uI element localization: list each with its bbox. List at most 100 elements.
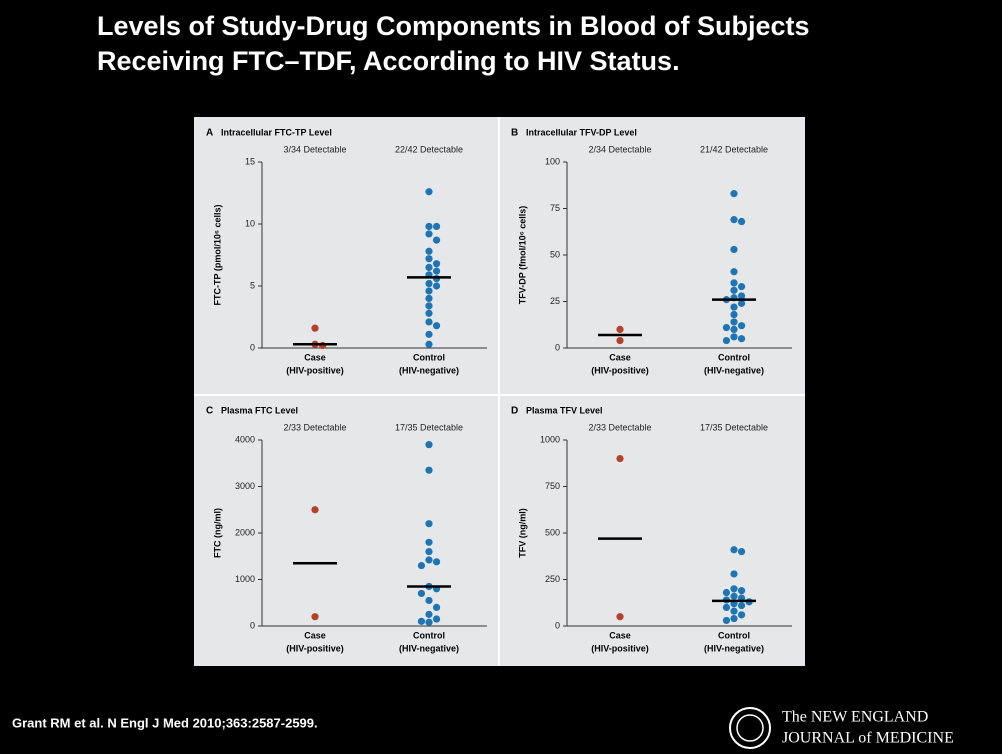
data-point <box>737 299 746 307</box>
x-tick-label: Control <box>718 630 750 640</box>
data-point <box>425 287 433 295</box>
logo-seal <box>736 714 764 742</box>
data-point <box>730 245 738 254</box>
x-tick-sublabel: (HIV-negative) <box>704 365 764 375</box>
data-point <box>737 601 746 610</box>
data-point <box>432 236 441 244</box>
data-point <box>425 222 433 231</box>
y-tick-label: 0 <box>555 620 560 630</box>
data-point <box>417 617 426 625</box>
data-point <box>616 455 624 463</box>
panel-letter: D <box>511 406 518 417</box>
panel-title: Plasma TFV Level <box>526 405 603 415</box>
logo: The NEW ENGLAND JOURNAL of MEDICINE <box>729 707 954 749</box>
x-tick-label: Control <box>413 630 445 640</box>
data-point <box>311 613 319 621</box>
y-tick-label: 25 <box>550 296 560 306</box>
x-tick-label: Control <box>413 352 445 362</box>
data-point <box>425 255 433 263</box>
data-point <box>730 190 738 198</box>
detectable-label: 2/33 Detectable <box>588 422 651 432</box>
x-tick-sublabel: (HIV-positive) <box>591 643 649 653</box>
y-tick-label: 5 <box>250 280 255 290</box>
data-point <box>730 592 738 600</box>
data-point <box>425 441 433 449</box>
data-point <box>737 611 746 619</box>
data-point <box>737 322 746 330</box>
y-tick-label: 1000 <box>235 574 255 584</box>
data-point <box>730 607 738 615</box>
data-point <box>425 263 433 271</box>
y-axis-label: FTC-TP (pmol/10⁶ cells) <box>212 205 222 306</box>
data-point <box>737 217 746 226</box>
data-point <box>432 558 441 566</box>
x-tick-sublabel: (HIV-negative) <box>704 643 764 653</box>
slide-title: Receiving FTC–TDF, According to HIV Stat… <box>97 46 680 76</box>
data-point <box>425 247 433 255</box>
y-tick-label: 1000 <box>540 434 560 444</box>
y-tick-label: 4000 <box>235 434 255 444</box>
data-point <box>425 520 433 528</box>
data-point <box>425 294 433 302</box>
data-point <box>425 279 433 288</box>
y-tick-label: 3000 <box>235 481 255 491</box>
data-point <box>616 336 624 345</box>
detectable-label: 17/35 Detectable <box>700 422 768 432</box>
data-point <box>737 587 746 595</box>
data-point <box>730 570 738 578</box>
detectable-label: 21/42 Detectable <box>700 144 768 154</box>
data-point <box>616 325 624 333</box>
data-point <box>432 222 441 231</box>
x-tick-sublabel: (HIV-negative) <box>399 643 459 653</box>
data-point <box>432 603 441 612</box>
data-point <box>432 260 441 268</box>
data-point <box>722 336 731 345</box>
y-tick-label: 500 <box>545 527 560 537</box>
data-point <box>425 466 433 474</box>
data-point <box>432 615 441 623</box>
y-tick-label: 250 <box>545 574 560 584</box>
data-point <box>432 267 441 275</box>
data-point <box>722 616 731 625</box>
x-tick-sublabel: (HIV-positive) <box>286 643 344 653</box>
detectable-label: 3/34 Detectable <box>283 144 346 154</box>
citation: Grant RM et al. N Engl J Med 2010;363:25… <box>12 715 318 730</box>
data-point <box>737 548 746 556</box>
logo-seal <box>729 707 771 749</box>
data-point <box>425 309 433 317</box>
detectable-label: 2/33 Detectable <box>283 422 346 432</box>
panel-title: Plasma FTC Level <box>221 405 298 415</box>
data-point <box>730 585 738 593</box>
panel-title: Intracellular FTC-TP Level <box>221 127 332 137</box>
data-point <box>730 546 738 554</box>
data-point <box>425 302 433 310</box>
panel-title: Intracellular TFV-DP Level <box>526 127 637 137</box>
data-point <box>737 283 746 291</box>
y-axis-label: FTC (ng/ml) <box>212 508 222 558</box>
x-tick-sublabel: (HIV-positive) <box>591 365 649 375</box>
x-tick-sublabel: (HIV-positive) <box>286 365 344 375</box>
data-point <box>425 330 433 338</box>
panel-letter: C <box>206 406 213 417</box>
data-point <box>425 340 433 348</box>
data-point <box>722 588 731 597</box>
x-tick-sublabel: (HIV-negative) <box>399 365 459 375</box>
x-tick-label: Case <box>304 630 326 640</box>
data-point <box>311 506 319 514</box>
y-tick-label: 15 <box>245 156 255 166</box>
data-point <box>616 613 624 621</box>
logo-text: The NEW ENGLAND <box>782 709 928 726</box>
y-tick-label: 10 <box>245 218 255 228</box>
data-point <box>730 268 738 276</box>
y-tick-label: 2000 <box>235 527 255 537</box>
detectable-label: 17/35 Detectable <box>395 422 463 432</box>
y-tick-label: 0 <box>250 620 255 630</box>
detectable-label: 22/42 Detectable <box>395 144 463 154</box>
data-point <box>432 282 441 290</box>
y-tick-label: 50 <box>550 249 560 259</box>
data-point <box>425 188 433 196</box>
y-tick-label: 750 <box>545 481 560 491</box>
slide-title: Levels of Study-Drug Components in Blood… <box>97 11 810 41</box>
data-point <box>425 538 433 546</box>
